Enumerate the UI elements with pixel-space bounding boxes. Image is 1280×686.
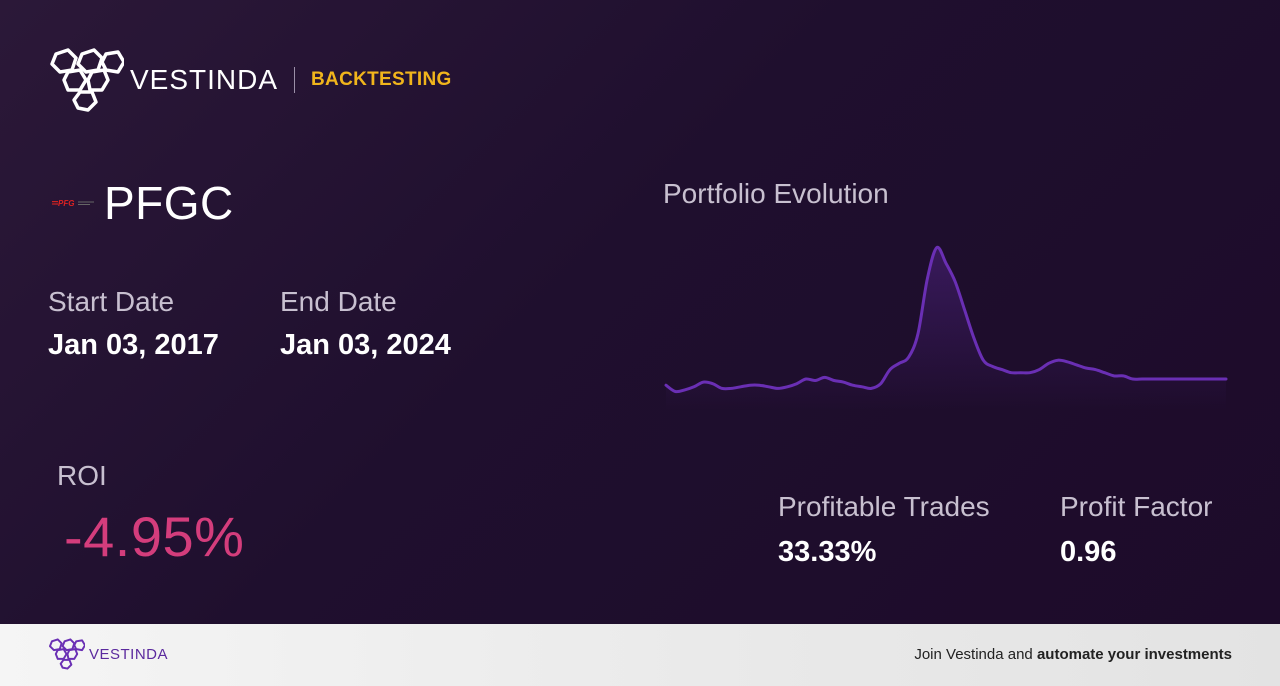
footer-brand[interactable]: VESTINDA bbox=[48, 638, 168, 670]
brand-name: VESTINDA bbox=[130, 64, 279, 95]
portfolio-line bbox=[664, 245, 1228, 394]
ticker-symbol: PFGC bbox=[104, 177, 234, 229]
profit-factor-label: Profit Factor bbox=[1060, 491, 1213, 522]
profit-factor: Profit Factor 0.96 bbox=[1060, 491, 1212, 569]
brand-divider bbox=[294, 67, 296, 93]
footer-brand-name: VESTINDA bbox=[89, 645, 169, 663]
svg-text:PFG: PFG bbox=[58, 199, 74, 208]
backtest-card: VESTINDA BACKTESTING PFG PFGC Start Date… bbox=[0, 0, 1280, 624]
brand-tag: BACKTESTING bbox=[311, 69, 452, 90]
footer-cta[interactable]: Join Vestinda and automate your investme… bbox=[914, 646, 1232, 663]
end-date-label: End Date bbox=[280, 286, 397, 317]
roi-value: -4.95% bbox=[64, 505, 245, 568]
hexagon-cluster-icon bbox=[48, 638, 85, 670]
ticker: PFG PFGC bbox=[52, 176, 234, 230]
end-date-value: Jan 03, 2024 bbox=[280, 329, 451, 361]
profitable-trades: Profitable Trades 33.33% bbox=[778, 491, 990, 569]
start-date-label: Start Date bbox=[48, 286, 175, 317]
portfolio-chart bbox=[664, 245, 1228, 410]
brand-header: VESTINDA BACKTESTING bbox=[48, 48, 452, 112]
profitable-trades-label: Profitable Trades bbox=[778, 491, 990, 522]
profit-factor-value: 0.96 bbox=[1060, 536, 1117, 568]
footer-cta-bold: automate your investments bbox=[1036, 646, 1232, 663]
pfg-logo-icon: PFG bbox=[52, 199, 94, 208]
hexagon-cluster-icon bbox=[50, 48, 124, 112]
portfolio-evolution-title: Portfolio Evolution bbox=[663, 178, 889, 209]
footer-cta-prefix: Join Vestinda and bbox=[914, 646, 1037, 663]
footer: VESTINDA Join Vestinda and automate your… bbox=[0, 624, 1280, 686]
start-date-value: Jan 03, 2017 bbox=[48, 329, 219, 361]
roi-label: ROI bbox=[57, 460, 107, 491]
end-date: End Date Jan 03, 2024 bbox=[280, 286, 451, 362]
profitable-trades-value: 33.33% bbox=[778, 536, 877, 568]
roi: ROI bbox=[57, 460, 107, 492]
start-date: Start Date Jan 03, 2017 bbox=[48, 286, 219, 362]
